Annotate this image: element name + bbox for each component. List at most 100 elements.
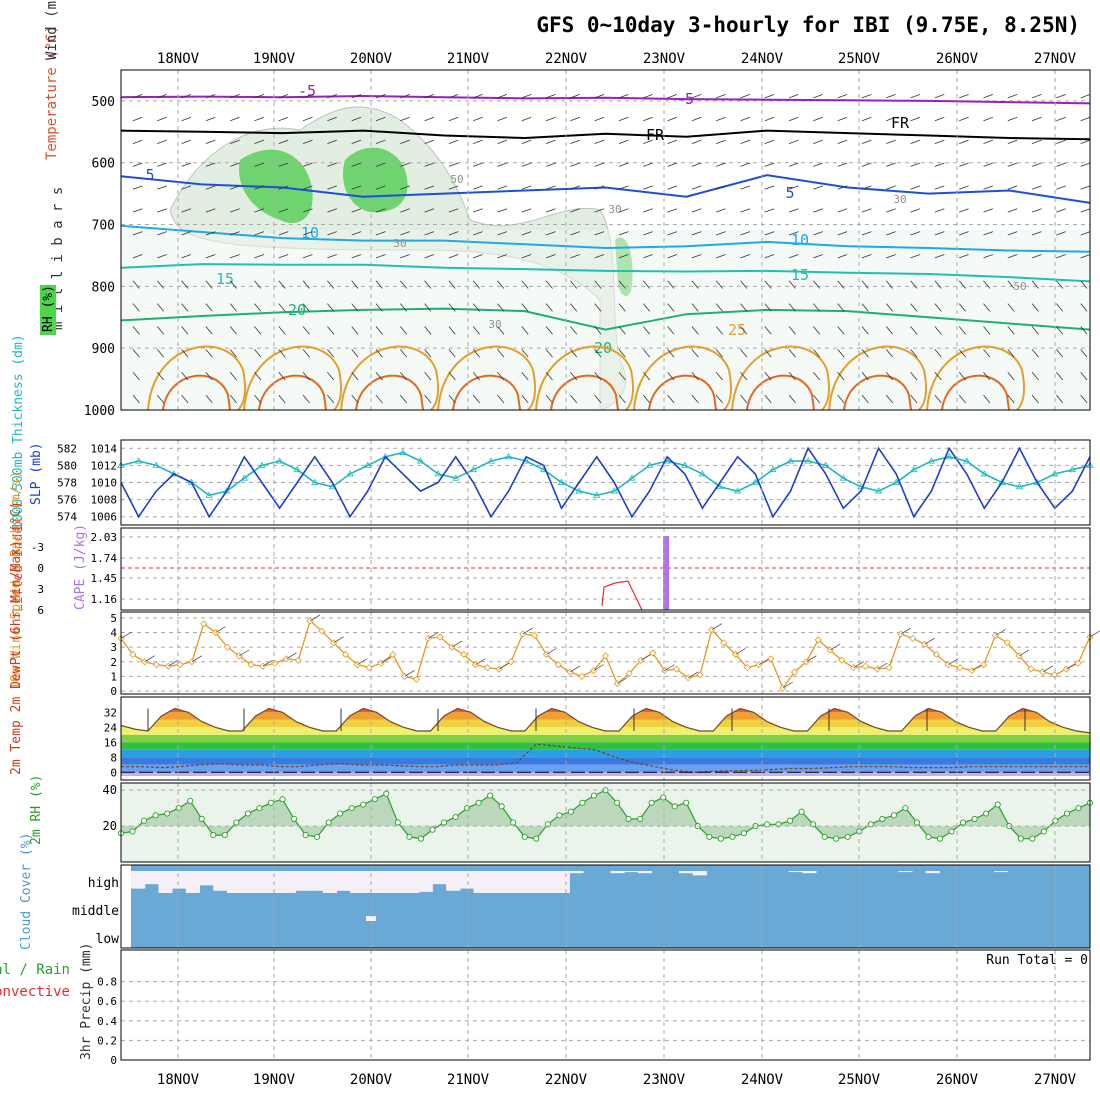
wind-barb: [910, 280, 918, 289]
surface-wind-barb: [475, 658, 486, 666]
wind-barb: [934, 280, 942, 289]
wind-barb: [643, 139, 653, 144]
wind-barb: [837, 349, 845, 358]
temp-ylabel: 2m Temp 2m DewPt (6hr Min/Max) (°C): [9, 501, 24, 775]
rh-marker: [464, 805, 471, 812]
thickness-marker: [998, 478, 1006, 485]
cloud-high-gap: [322, 871, 337, 893]
wind-barb: [740, 139, 751, 144]
wind-barb: [1080, 208, 1091, 213]
wind-barb: [521, 162, 532, 167]
rh-marker: [902, 805, 909, 812]
wind-barb: [1080, 326, 1088, 335]
thickness-marker: [910, 465, 918, 473]
thickness-marker: [804, 457, 812, 464]
wind-barb: [473, 162, 483, 167]
isotherm-25-loop: [243, 345, 343, 411]
thickness-marker: [311, 478, 319, 485]
slp-tick-label: 1014: [91, 442, 118, 455]
wind-barb: [764, 185, 775, 190]
temp-bands: [121, 697, 1090, 776]
wind-barb: [1056, 185, 1066, 190]
wind-barb: [788, 208, 799, 213]
wind-barb: [521, 94, 532, 99]
wind-barb: [667, 349, 675, 358]
wind-barb: [1080, 94, 1091, 99]
wind-barb: [813, 208, 823, 213]
bottom-date-label: 25NOV: [838, 1072, 881, 1088]
wind-speed-marker: [365, 664, 373, 672]
wind-barb: [813, 372, 821, 381]
thickness-marker: [962, 457, 971, 464]
wind-barb: [132, 326, 140, 335]
wind-barb: [740, 303, 748, 312]
thickness-marker: [381, 453, 389, 460]
wind-barb: [885, 326, 894, 335]
wind-barb: [959, 139, 969, 144]
wind-barb: [910, 116, 921, 122]
wind-barb: [205, 303, 213, 312]
wind-barb: [861, 185, 872, 190]
wind-barb: [1031, 280, 1039, 289]
cloud-high-gap: [637, 871, 653, 874]
isotherm-label: FR: [891, 114, 910, 132]
wind-barb: [910, 162, 921, 167]
wind-barb: [594, 162, 605, 167]
surface-wind-barb: [971, 664, 983, 671]
cloud-high-gap: [679, 871, 694, 874]
wind-barb: [1056, 208, 1066, 213]
wind-barb: [278, 280, 286, 289]
wind-barb: [448, 231, 459, 236]
rh-marker: [187, 797, 194, 805]
wind-barb: [910, 372, 918, 381]
wind-barb: [618, 280, 626, 289]
wind-barb: [691, 394, 699, 404]
isotherm-label: 15: [791, 266, 809, 284]
isotherm-30-loop: [355, 374, 424, 411]
wind-barb: [278, 94, 289, 99]
rh-marker: [879, 815, 886, 822]
wind-barb: [764, 231, 775, 236]
wind-barb: [448, 185, 459, 190]
top-date-label: 23NOV: [643, 51, 686, 67]
cloud-high-gap: [131, 871, 146, 889]
rh-marker: [452, 814, 459, 821]
temp-band: [121, 697, 1090, 705]
wind-barb: [230, 185, 240, 190]
wind-barb: [327, 162, 337, 167]
slp-line: [120, 446, 1091, 519]
thickness-tick-label: 576: [57, 494, 77, 507]
cloud-high-gap: [898, 871, 913, 873]
wind-barb: [716, 162, 726, 167]
cape-tick-label: 1.45: [91, 572, 118, 585]
wind-barb: [327, 94, 337, 99]
wind-barb: [1056, 94, 1066, 99]
temp-tick-label: 0: [110, 766, 117, 779]
wind-speed-marker: [389, 650, 397, 659]
wind-barb: [545, 254, 556, 259]
wind-barb: [278, 231, 289, 236]
wind-speed-marker: [129, 650, 137, 659]
wind-barb: [983, 254, 994, 259]
wind-barb: [642, 280, 651, 289]
wind-barb: [788, 280, 796, 289]
isotherm-line: [120, 94, 1091, 105]
wind-barb: [934, 394, 942, 404]
wind-speed-marker: [412, 675, 420, 683]
rh-contour-label: 30: [393, 237, 406, 250]
thickness-marker: [152, 461, 160, 468]
rh-marker: [164, 810, 171, 817]
wind-speed-marker: [1074, 659, 1082, 667]
wind-barb: [351, 139, 362, 144]
wind-barb: [156, 280, 165, 289]
wind-barb: [448, 116, 459, 122]
wind-barb: [813, 231, 823, 236]
rh-marker: [913, 819, 921, 826]
thickness-tick-label: 580: [57, 459, 77, 472]
wind-barb: [375, 349, 383, 358]
wind-barb: [132, 349, 140, 358]
wind-barb: [667, 254, 678, 259]
wind-barb: [1056, 394, 1064, 404]
wind-barb: [278, 254, 289, 259]
thickness-marker: [716, 483, 724, 490]
